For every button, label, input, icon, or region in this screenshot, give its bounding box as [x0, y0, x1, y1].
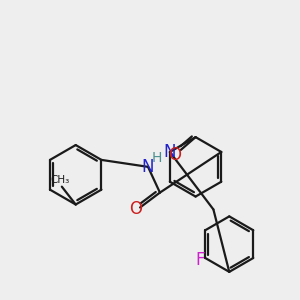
- Text: CH₃: CH₃: [50, 175, 70, 185]
- Text: F: F: [196, 251, 205, 269]
- Text: N: N: [164, 143, 176, 161]
- Text: N: N: [142, 158, 154, 176]
- Text: H: H: [152, 151, 162, 165]
- Text: O: O: [168, 146, 181, 164]
- Text: O: O: [129, 200, 142, 218]
